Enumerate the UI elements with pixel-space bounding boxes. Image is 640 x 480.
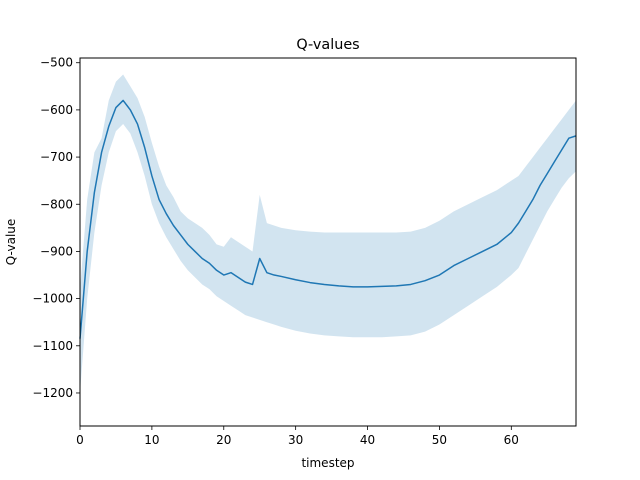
y-tick-label: −900 bbox=[40, 244, 73, 258]
x-tick-label: 60 bbox=[504, 433, 519, 447]
series-line-layer bbox=[79, 99, 577, 339]
confidence-band bbox=[80, 74, 576, 393]
x-tick-label: 30 bbox=[288, 433, 303, 447]
y-tick-label: −800 bbox=[40, 197, 73, 211]
plot-frame bbox=[79, 57, 577, 427]
y-tick-label: −1100 bbox=[32, 339, 73, 353]
y-tick-label: −700 bbox=[40, 150, 73, 164]
x-axis-ticks: 0 10 20 30 40 50 60 bbox=[76, 426, 519, 447]
y-tick-label: −1000 bbox=[32, 292, 73, 306]
y-tick-label: −1200 bbox=[32, 386, 73, 400]
y-tick-label: −600 bbox=[40, 103, 73, 117]
x-tick-label: 0 bbox=[76, 433, 84, 447]
confidence-band-layer bbox=[80, 74, 576, 393]
x-tick-label: 50 bbox=[432, 433, 447, 447]
x-axis-label: timestep bbox=[301, 456, 354, 470]
y-axis-label: Q-value bbox=[4, 219, 18, 266]
series-line bbox=[79, 99, 577, 339]
x-tick-label: 10 bbox=[144, 433, 159, 447]
x-tick-label: 40 bbox=[360, 433, 375, 447]
y-tick-label: −500 bbox=[40, 56, 73, 70]
y-axis-ticks: −500 −600 −700 −800 −900 −1000 −1100 −1200 bbox=[32, 56, 80, 400]
x-tick-label: 20 bbox=[216, 433, 231, 447]
chart-title: Q-values bbox=[296, 37, 359, 53]
